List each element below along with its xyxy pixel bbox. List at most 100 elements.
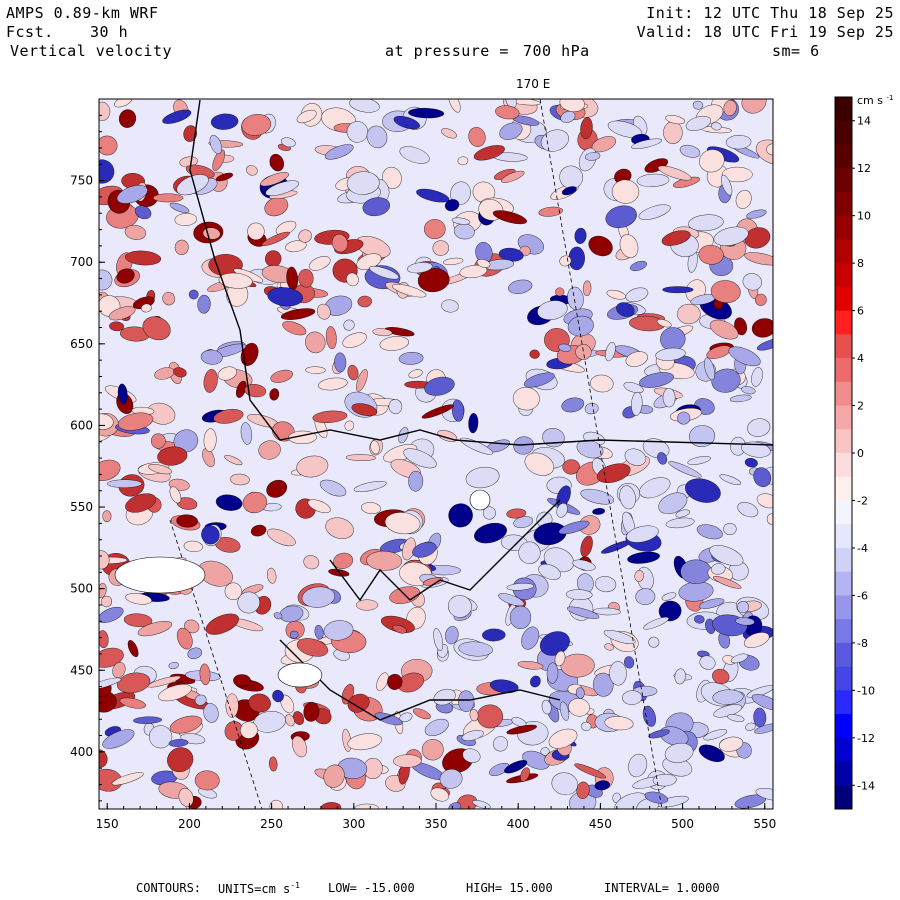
field-cell bbox=[687, 456, 711, 465]
field-cell bbox=[712, 576, 742, 589]
field-cell bbox=[99, 159, 115, 184]
field-cell bbox=[580, 721, 592, 731]
field-cell bbox=[451, 399, 465, 422]
field-cell bbox=[622, 690, 643, 705]
x-tick-label: 150 bbox=[96, 817, 119, 831]
field-cell bbox=[152, 193, 184, 203]
coastline bbox=[189, 99, 773, 446]
field-cell bbox=[134, 205, 152, 220]
field-cell bbox=[462, 748, 481, 763]
field-cell bbox=[269, 388, 280, 401]
field-cell bbox=[625, 287, 649, 303]
x-tick-label: 400 bbox=[507, 817, 530, 831]
field-cell bbox=[116, 672, 151, 694]
field-cell bbox=[461, 730, 484, 741]
field-cell bbox=[399, 146, 430, 164]
colorbar-segment bbox=[835, 310, 852, 335]
field-cell bbox=[737, 501, 759, 518]
field-cell bbox=[433, 688, 456, 706]
colorbar-segment bbox=[835, 263, 852, 288]
field-cell bbox=[351, 403, 378, 417]
field-cell bbox=[742, 273, 762, 291]
field-cell bbox=[580, 488, 615, 505]
field-cell bbox=[225, 693, 239, 718]
field-cell bbox=[459, 264, 488, 279]
field-cell bbox=[558, 343, 572, 352]
field-cell bbox=[592, 607, 621, 616]
field-cell bbox=[362, 197, 391, 217]
field-cell bbox=[417, 268, 450, 293]
missing-data-area bbox=[114, 556, 206, 594]
field-cell bbox=[99, 459, 121, 481]
field-cell bbox=[369, 265, 399, 280]
field-cell bbox=[665, 517, 695, 529]
field-cell bbox=[319, 479, 347, 497]
field-cell bbox=[506, 724, 537, 735]
field-cell bbox=[212, 149, 226, 171]
field-cell bbox=[240, 721, 258, 739]
field-cell bbox=[457, 156, 469, 166]
field-cell bbox=[609, 661, 627, 686]
field-cell bbox=[709, 545, 744, 566]
field-cell bbox=[353, 480, 387, 493]
field-cell bbox=[562, 459, 580, 475]
field-cell bbox=[430, 787, 450, 802]
pressure-value: 700 hPa bbox=[523, 42, 590, 60]
field-cell bbox=[247, 222, 265, 241]
colorbar-tick-label: 8 bbox=[857, 257, 864, 270]
field-cell bbox=[657, 452, 668, 465]
field-cell bbox=[269, 799, 283, 809]
field-cell bbox=[176, 514, 198, 528]
field-cell bbox=[576, 781, 590, 799]
field-cell bbox=[625, 351, 648, 367]
field-cell bbox=[642, 705, 657, 727]
field-cell bbox=[398, 352, 424, 365]
field-cell bbox=[476, 258, 491, 268]
field-cell bbox=[729, 394, 752, 403]
colorbar-segment bbox=[835, 358, 852, 383]
field-cell bbox=[421, 404, 454, 419]
field-cell bbox=[737, 601, 750, 614]
field-cell bbox=[316, 303, 331, 320]
colorbar-tick-label: -8 bbox=[857, 637, 868, 650]
field-cell bbox=[280, 137, 296, 148]
field-cell bbox=[441, 128, 457, 139]
field-cell bbox=[699, 149, 725, 173]
field-cell bbox=[565, 589, 593, 600]
field-cell bbox=[747, 418, 771, 437]
field-cell bbox=[473, 145, 505, 161]
field-cell bbox=[469, 708, 479, 722]
field-cell bbox=[509, 605, 532, 630]
field-cell bbox=[213, 409, 244, 424]
field-cell bbox=[224, 582, 242, 601]
field-cell bbox=[567, 315, 594, 337]
y-tick-label: 600 bbox=[70, 418, 93, 432]
field-cell bbox=[217, 366, 237, 381]
field-cell bbox=[423, 219, 446, 240]
field-cell bbox=[343, 319, 355, 331]
field-cell bbox=[596, 463, 631, 483]
field-cell bbox=[636, 173, 670, 187]
y-tick-label: 450 bbox=[70, 663, 93, 677]
field-cell bbox=[606, 289, 627, 300]
meridian-line bbox=[539, 99, 663, 809]
field-cell bbox=[692, 100, 704, 110]
colorbar: 14 12 10 8 6 4 2 0 -2 -4 -6 -8 -10 -12 -14 cm s -1 bbox=[834, 94, 893, 810]
field-cell bbox=[472, 181, 496, 203]
field-cell bbox=[574, 227, 587, 244]
field-cell bbox=[265, 180, 300, 197]
field-cell bbox=[323, 620, 354, 641]
field-cell bbox=[393, 754, 422, 768]
pressure-label: at pressure = bbox=[385, 42, 509, 60]
field-cell bbox=[197, 294, 211, 314]
colorbar-segment bbox=[835, 381, 852, 407]
field-cell bbox=[325, 517, 354, 539]
field-cell bbox=[594, 780, 611, 791]
field-cell bbox=[657, 165, 692, 181]
field-cell bbox=[540, 747, 550, 756]
field-cell bbox=[616, 302, 635, 317]
field-cell bbox=[561, 186, 577, 196]
field-cell bbox=[555, 287, 565, 297]
y-tick-label: 700 bbox=[70, 255, 93, 269]
field-cell bbox=[630, 260, 647, 272]
